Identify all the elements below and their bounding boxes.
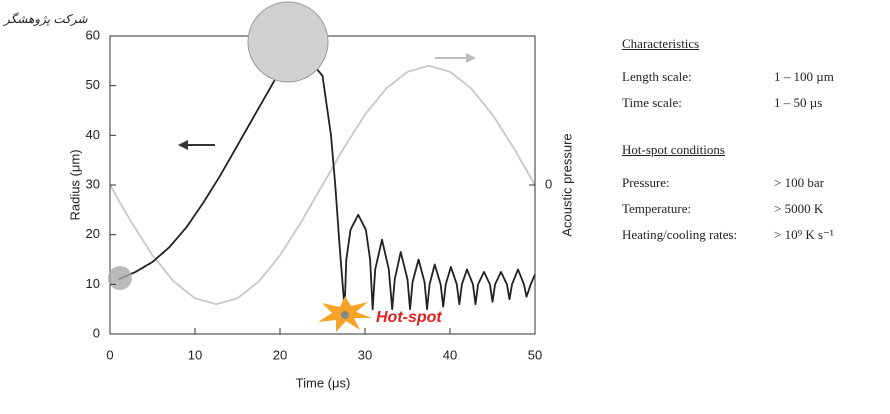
row-value: > 100 bar <box>774 175 824 190</box>
row-value: > 10⁹ K s⁻¹ <box>774 227 834 242</box>
y-tick-label: 20 <box>86 226 100 241</box>
bubble-tiny <box>341 311 349 319</box>
panel-section: Characteristics Length scale: 1 – 100 µm Ti… <box>622 36 834 116</box>
y-tick-label: 50 <box>86 77 100 92</box>
annotation: Hot-spot <box>376 309 442 326</box>
section-heading: Hot-spot conditions <box>622 142 725 157</box>
row-label: Pressure: <box>622 175 670 190</box>
row-value: 1 – 50 µs <box>774 95 823 110</box>
y-axis-label: Radius (μm) <box>67 149 82 220</box>
row-value: > 5000 K <box>774 201 824 216</box>
row-label: Heating/cooling rates: <box>622 227 738 242</box>
y-tick-label: 60 <box>86 27 100 42</box>
series-line <box>109 64 536 306</box>
x-tick-label: 30 <box>358 347 372 362</box>
panel-row: Length scale: 1 – 100 µm <box>622 64 834 90</box>
x-tick-label: 10 <box>188 347 202 362</box>
row-label: Time scale: <box>622 95 682 110</box>
y2-axis-label: Acoustic pressure <box>559 133 574 236</box>
x-tick-label: 40 <box>443 347 457 362</box>
bubble-small <box>108 266 132 290</box>
series-line <box>118 54 536 311</box>
panel-section: Hot-spot conditions Pressure: > 100 bar Tem… <box>622 142 834 248</box>
x-tick-label: 0 <box>106 347 113 362</box>
row-value: 1 – 100 µm <box>774 69 834 84</box>
panel-row: Time scale: 1 – 50 µs <box>622 90 834 116</box>
bubble-large <box>247 1 329 83</box>
y-tick-label: 30 <box>86 176 100 191</box>
section-heading: Characteristics <box>622 36 700 51</box>
x-tick-label: 20 <box>273 347 287 362</box>
panel-row: Temperature: > 5000 K <box>622 196 834 222</box>
y2-tick-label: 0 <box>545 176 552 191</box>
watermark: شرکت پژوهشگر <box>2 12 88 26</box>
arrow-head <box>466 53 476 63</box>
row-label: Temperature: <box>622 201 692 216</box>
x-axis-label: Time (μs) <box>296 375 351 390</box>
y-tick-label: 10 <box>86 276 100 291</box>
arrow-head <box>178 140 188 150</box>
side-panel: Characteristics Length scale: 1 – 100 µm Ti… <box>622 36 834 274</box>
y-tick-label: 40 <box>86 127 100 142</box>
panel-row: Pressure: > 100 bar <box>622 170 834 196</box>
y-tick-label: 0 <box>93 325 100 340</box>
row-label: Length scale: <box>622 69 692 84</box>
x-tick-label: 50 <box>528 347 542 362</box>
panel-row: Heating/cooling rates: > 10⁹ K s⁻¹ <box>622 222 834 248</box>
chart: شرکت پژوهشگر Radius (μm) Acoustic pressu… <box>2 1 574 390</box>
